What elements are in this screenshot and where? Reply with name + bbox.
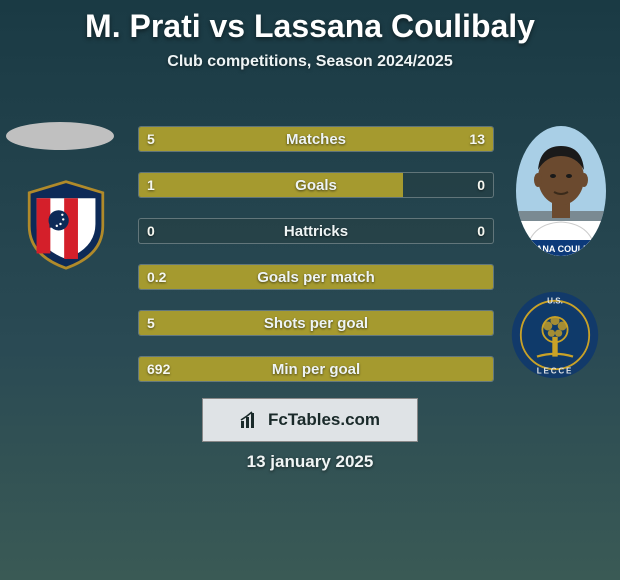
page-title: M. Prati vs Lassana Coulibaly: [0, 0, 620, 45]
player-left-placeholder: [6, 122, 114, 150]
stat-label: Min per goal: [139, 357, 493, 381]
banner-text: SANA COULIB: [530, 244, 593, 254]
stat-row: 5Shots per goal: [138, 310, 494, 336]
subtitle: Club competitions, Season 2024/2025: [0, 53, 620, 71]
date-line: 13 january 2025: [0, 452, 620, 472]
stat-label: Shots per goal: [139, 311, 493, 335]
stat-label: Hattricks: [139, 219, 493, 243]
stat-row: 0.2Goals per match: [138, 264, 494, 290]
footer-brand: FcTables.com: [240, 410, 380, 430]
stat-row: 692Min per goal: [138, 356, 494, 382]
club-crest-icon: U.S. LECCE: [510, 290, 600, 380]
footer-brand-band: FcTables.com: [202, 398, 418, 442]
shield-icon: [20, 178, 112, 270]
stat-label: Goals per match: [139, 265, 493, 289]
club-badge-right: U.S. LECCE: [510, 290, 600, 380]
club-badge-left: [20, 178, 112, 270]
comparison-card: M. Prati vs Lassana Coulibaly Club compe…: [0, 0, 620, 580]
player-right-photo: SANA COULIB: [516, 126, 606, 256]
footer-brand-text: FcTables.com: [268, 410, 380, 430]
stat-label: Goals: [139, 173, 493, 197]
crest-bottom-text: LECCE: [537, 367, 573, 376]
chart-icon: [240, 411, 262, 429]
stats-area: 513Matches 10Goals 00Hattricks 0.2Goals per…: [138, 126, 494, 402]
crest-top-text: U.S.: [547, 297, 563, 306]
stat-row: 10Goals: [138, 172, 494, 198]
avatar-icon: SANA COULIB: [516, 126, 606, 256]
stat-row: 00Hattricks: [138, 218, 494, 244]
stat-label: Matches: [139, 127, 493, 151]
stat-row: 513Matches: [138, 126, 494, 152]
